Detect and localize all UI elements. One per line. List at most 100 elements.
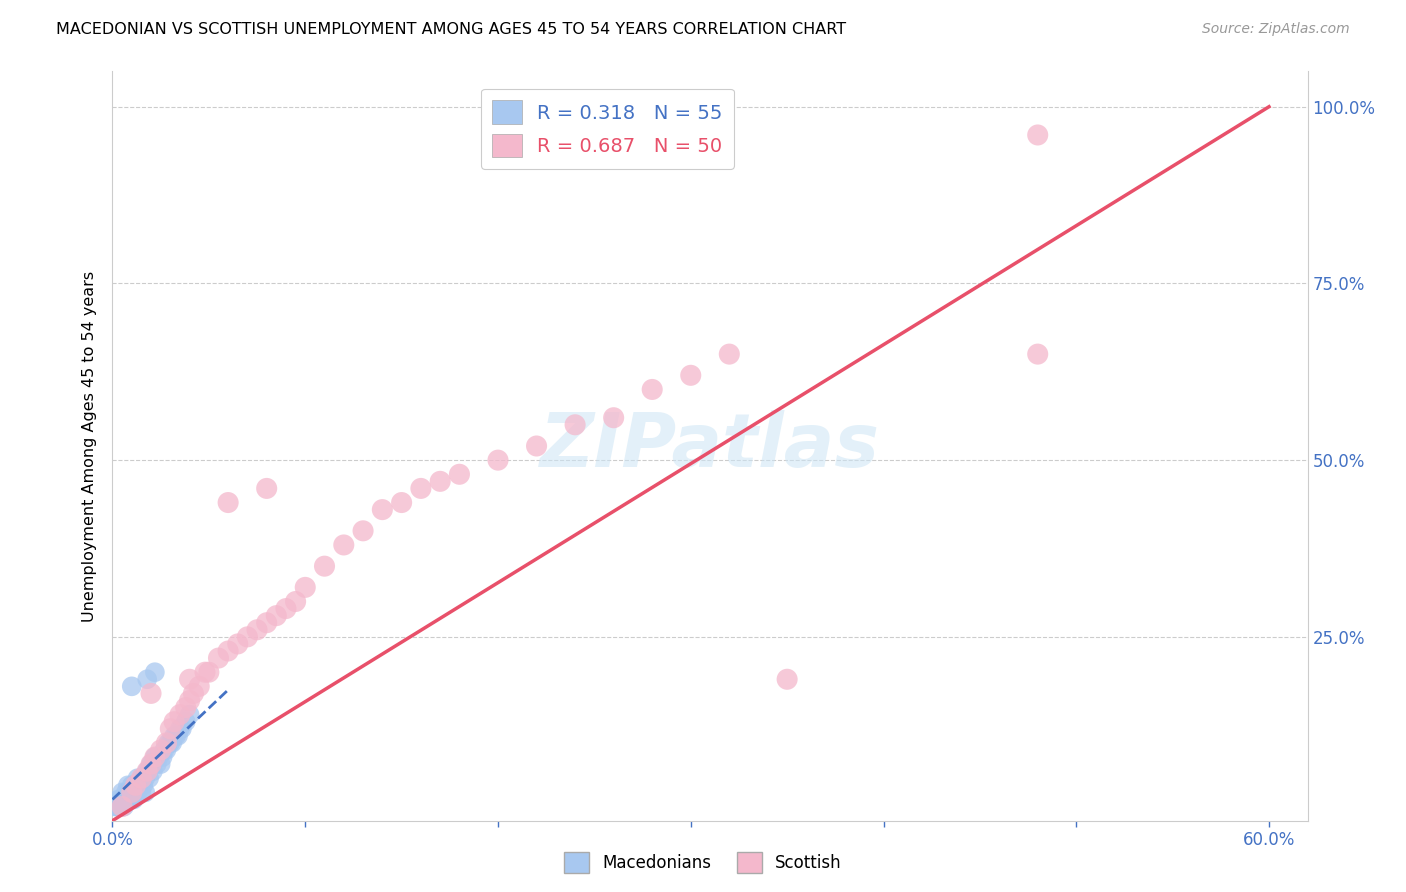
- Point: [371, 502, 394, 516]
- Point: [121, 792, 143, 806]
- Point: [314, 559, 336, 574]
- Point: [139, 757, 162, 772]
- Point: [122, 792, 145, 806]
- Point: [155, 736, 177, 750]
- Text: ZIPatlas: ZIPatlas: [540, 409, 880, 483]
- Point: [198, 665, 221, 680]
- Point: [179, 707, 201, 722]
- Point: [124, 785, 146, 799]
- Point: [131, 771, 153, 785]
- Point: [167, 729, 190, 743]
- Point: [122, 785, 145, 799]
- Point: [157, 736, 180, 750]
- Point: [136, 764, 159, 779]
- Point: [217, 644, 239, 658]
- Y-axis label: Unemployment Among Ages 45 to 54 years: Unemployment Among Ages 45 to 54 years: [82, 270, 97, 622]
- Point: [111, 785, 134, 799]
- Point: [266, 608, 288, 623]
- Point: [107, 792, 129, 806]
- Point: [155, 743, 177, 757]
- Point: [127, 785, 149, 799]
- Point: [486, 453, 509, 467]
- Point: [124, 778, 146, 792]
- Point: [274, 601, 297, 615]
- Point: [121, 785, 143, 799]
- Point: [602, 410, 624, 425]
- Point: [105, 799, 128, 814]
- Point: [449, 467, 471, 482]
- Point: [409, 482, 432, 496]
- Point: [107, 799, 129, 814]
- Point: [111, 799, 134, 814]
- Point: [112, 799, 135, 814]
- Point: [132, 778, 155, 792]
- Point: [179, 693, 201, 707]
- Point: [134, 785, 156, 799]
- Point: [148, 750, 170, 764]
- Point: [127, 771, 149, 785]
- Point: [149, 757, 172, 772]
- Point: [139, 757, 162, 772]
- Point: [131, 785, 153, 799]
- Point: [149, 743, 172, 757]
- Point: [159, 736, 181, 750]
- Point: [103, 799, 125, 814]
- Point: [162, 736, 183, 750]
- Point: [118, 785, 141, 799]
- Point: [118, 792, 141, 806]
- Point: [284, 594, 307, 608]
- Point: [121, 778, 143, 792]
- Point: [179, 673, 201, 687]
- Point: [169, 707, 191, 722]
- Point: [163, 714, 186, 729]
- Point: [146, 757, 169, 772]
- Point: [246, 623, 269, 637]
- Point: [143, 750, 166, 764]
- Point: [429, 475, 451, 489]
- Point: [174, 714, 197, 729]
- Point: [333, 538, 356, 552]
- Point: [134, 771, 156, 785]
- Point: [391, 495, 413, 509]
- Point: [108, 792, 131, 806]
- Legend: R = 0.318   N = 55, R = 0.687   N = 50: R = 0.318 N = 55, R = 0.687 N = 50: [481, 88, 734, 169]
- Point: [138, 771, 160, 785]
- Point: [136, 764, 159, 779]
- Point: [124, 778, 146, 792]
- Point: [207, 651, 229, 665]
- Point: [564, 417, 586, 432]
- Point: [194, 665, 217, 680]
- Point: [641, 383, 664, 397]
- Point: [170, 722, 193, 736]
- Point: [128, 778, 150, 792]
- Point: [294, 580, 316, 594]
- Point: [121, 679, 143, 693]
- Point: [117, 778, 139, 792]
- Point: [136, 673, 159, 687]
- Point: [111, 792, 134, 806]
- Point: [131, 771, 153, 785]
- Point: [111, 799, 134, 814]
- Point: [159, 722, 181, 736]
- Point: [143, 665, 166, 680]
- Point: [174, 700, 197, 714]
- Point: [236, 630, 259, 644]
- Point: [679, 368, 702, 383]
- Point: [165, 729, 187, 743]
- Point: [1026, 347, 1049, 361]
- Point: [718, 347, 741, 361]
- Point: [115, 792, 138, 806]
- Point: [352, 524, 374, 538]
- Point: [183, 686, 205, 700]
- Point: [112, 792, 135, 806]
- Legend: Macedonians, Scottish: Macedonians, Scottish: [558, 846, 848, 880]
- Text: MACEDONIAN VS SCOTTISH UNEMPLOYMENT AMONG AGES 45 TO 54 YEARS CORRELATION CHART: MACEDONIAN VS SCOTTISH UNEMPLOYMENT AMON…: [56, 22, 846, 37]
- Point: [226, 637, 249, 651]
- Point: [169, 722, 191, 736]
- Text: Source: ZipAtlas.com: Source: ZipAtlas.com: [1202, 22, 1350, 37]
- Point: [776, 673, 799, 687]
- Point: [117, 792, 139, 806]
- Point: [217, 495, 239, 509]
- Point: [188, 679, 211, 693]
- Point: [143, 750, 166, 764]
